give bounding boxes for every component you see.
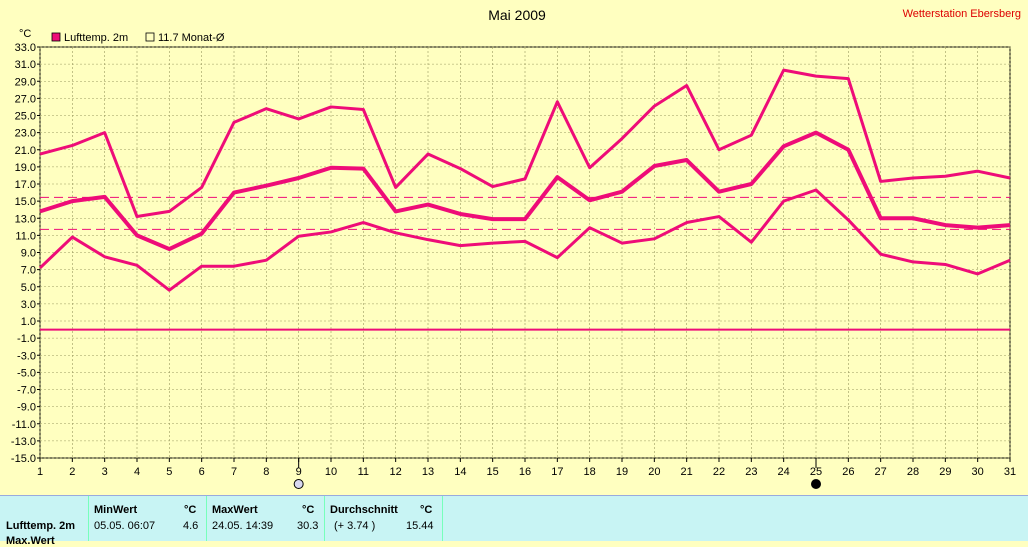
series-line-max	[39, 68, 1011, 219]
legend-label-average: 11.7 Monat-Ø	[158, 32, 225, 44]
x-tick-label: 10	[325, 466, 337, 478]
reference-lines	[40, 196, 1010, 331]
x-tick-label: 21	[681, 466, 693, 478]
x-tick-label: 15	[487, 466, 499, 478]
avg-header: Durchschnitt	[330, 504, 398, 516]
min-value: 4.6	[183, 520, 199, 532]
max-value: 30.3	[297, 520, 319, 532]
x-tick-label: 23	[745, 466, 757, 478]
x-tick-label: 17	[551, 466, 563, 478]
chart-title: Mai 2009	[488, 7, 546, 23]
x-tick-label: 9	[296, 466, 302, 478]
y-tick-label: 7.0	[21, 265, 36, 277]
x-tick-label: 11	[358, 466, 369, 478]
x-tick-label: 30	[972, 466, 984, 478]
y-tick-label: 23.0	[15, 128, 36, 140]
x-tick-label: 2	[69, 466, 75, 478]
x-tick-label: 14	[454, 466, 466, 478]
stats-divider	[88, 496, 89, 541]
station-name: Wetterstation Ebersberg	[903, 8, 1021, 20]
stats-panel: MinWert °C MaxWert °C Durchschnitt °C Lu…	[0, 495, 1028, 547]
avg-value: 15.44	[406, 520, 434, 532]
x-tick-label: 26	[842, 466, 854, 478]
stats-divider	[324, 496, 325, 541]
y-tick-label: 21.0	[15, 145, 36, 157]
min-date: 05.05. 06:07	[94, 520, 156, 532]
y-unit-label: °C	[19, 28, 31, 40]
legend-label-series: Lufttemp. 2m	[64, 32, 128, 44]
legend-swatch-empty	[145, 32, 155, 42]
x-tick-label: 5	[166, 466, 172, 478]
series-line-min	[38, 188, 1011, 292]
stats-divider	[206, 496, 207, 541]
chart-area: 33.031.029.027.025.023.021.019.017.015.0…	[11, 7, 1021, 489]
y-tick-label: -15.0	[11, 453, 36, 465]
y-tick-label: -9.0	[17, 402, 36, 414]
y-tick-label: 15.0	[15, 196, 36, 208]
x-tick-label: 1	[37, 466, 43, 478]
y-tick-label: -7.0	[17, 385, 36, 397]
x-tick-label: 7	[231, 466, 237, 478]
y-tick-label: 13.0	[15, 213, 36, 225]
y-tick-label: -1.0	[17, 333, 36, 345]
y-tick-label: -5.0	[17, 367, 36, 379]
max-unit: °C	[302, 504, 315, 516]
min-header: MinWert	[94, 504, 138, 516]
x-tick-label: 22	[713, 466, 725, 478]
y-tick-label: 9.0	[21, 248, 36, 260]
x-tick-label: 4	[134, 466, 140, 478]
y-tick-label: 33.0	[15, 42, 36, 54]
series-lines	[38, 68, 1011, 292]
next-row-label: Max.Wert	[6, 535, 55, 547]
y-tick-label: -13.0	[11, 436, 36, 448]
y-tick-label: 11.0	[15, 230, 36, 242]
avg-unit: °C	[420, 504, 433, 516]
max-header: MaxWert	[212, 504, 258, 516]
y-tick-label: 27.0	[15, 93, 36, 105]
y-tick-label: 1.0	[21, 316, 36, 328]
x-tick-label: 6	[199, 466, 205, 478]
y-tick-label: 5.0	[21, 282, 36, 294]
stats-divider	[442, 496, 443, 541]
y-tick-label: 29.0	[15, 76, 36, 88]
y-tick-label: 19.0	[15, 162, 36, 174]
x-tick-label: 19	[616, 466, 628, 478]
y-tick-label: -11.0	[12, 419, 36, 431]
y-tick-label: 25.0	[15, 111, 36, 123]
x-tick-label: 27	[875, 466, 887, 478]
x-tick-label: 13	[422, 466, 434, 478]
y-tick-label: 31.0	[15, 59, 36, 71]
x-tick-label: 29	[939, 466, 951, 478]
y-tick-labels: 33.0 31.0 29.0 27.0 25.0 23.0 21.0 19.0 17.0 15.0…	[11, 42, 40, 465]
y-tick-label: 17.0	[15, 179, 36, 191]
x-tick-label: 31	[1004, 466, 1016, 478]
row-label: Lufttemp. 2m	[6, 520, 76, 532]
x-tick-labels: 1 2 3 4 5 6 7 8 9 10 11 12 13 14 15 16 17 18 19 20 21 22 23 24 2…	[37, 458, 1016, 478]
x-tick-label: 8	[263, 466, 269, 478]
x-tick-label: 16	[519, 466, 531, 478]
x-tick-label: 18	[584, 466, 596, 478]
y-tick-label: 3.0	[21, 299, 36, 311]
x-tick-label: 20	[648, 466, 660, 478]
max-date: 24.05. 14:39	[212, 520, 274, 532]
series-line-mean	[39, 130, 1011, 252]
day-markers	[293, 458, 821, 489]
min-unit: °C	[184, 504, 197, 516]
x-tick-label: 12	[390, 466, 402, 478]
x-tick-label: 3	[102, 466, 108, 478]
legend-swatch-filled	[51, 32, 61, 42]
y-tick-label: -3.0	[17, 350, 36, 362]
avg-delta: (+ 3.74 )	[334, 520, 376, 532]
full-moon-icon	[293, 479, 304, 489]
x-tick-label: 28	[907, 466, 919, 478]
new-moon-icon	[811, 479, 821, 489]
x-tick-label: 25	[810, 466, 822, 478]
x-tick-label: 24	[778, 466, 790, 478]
